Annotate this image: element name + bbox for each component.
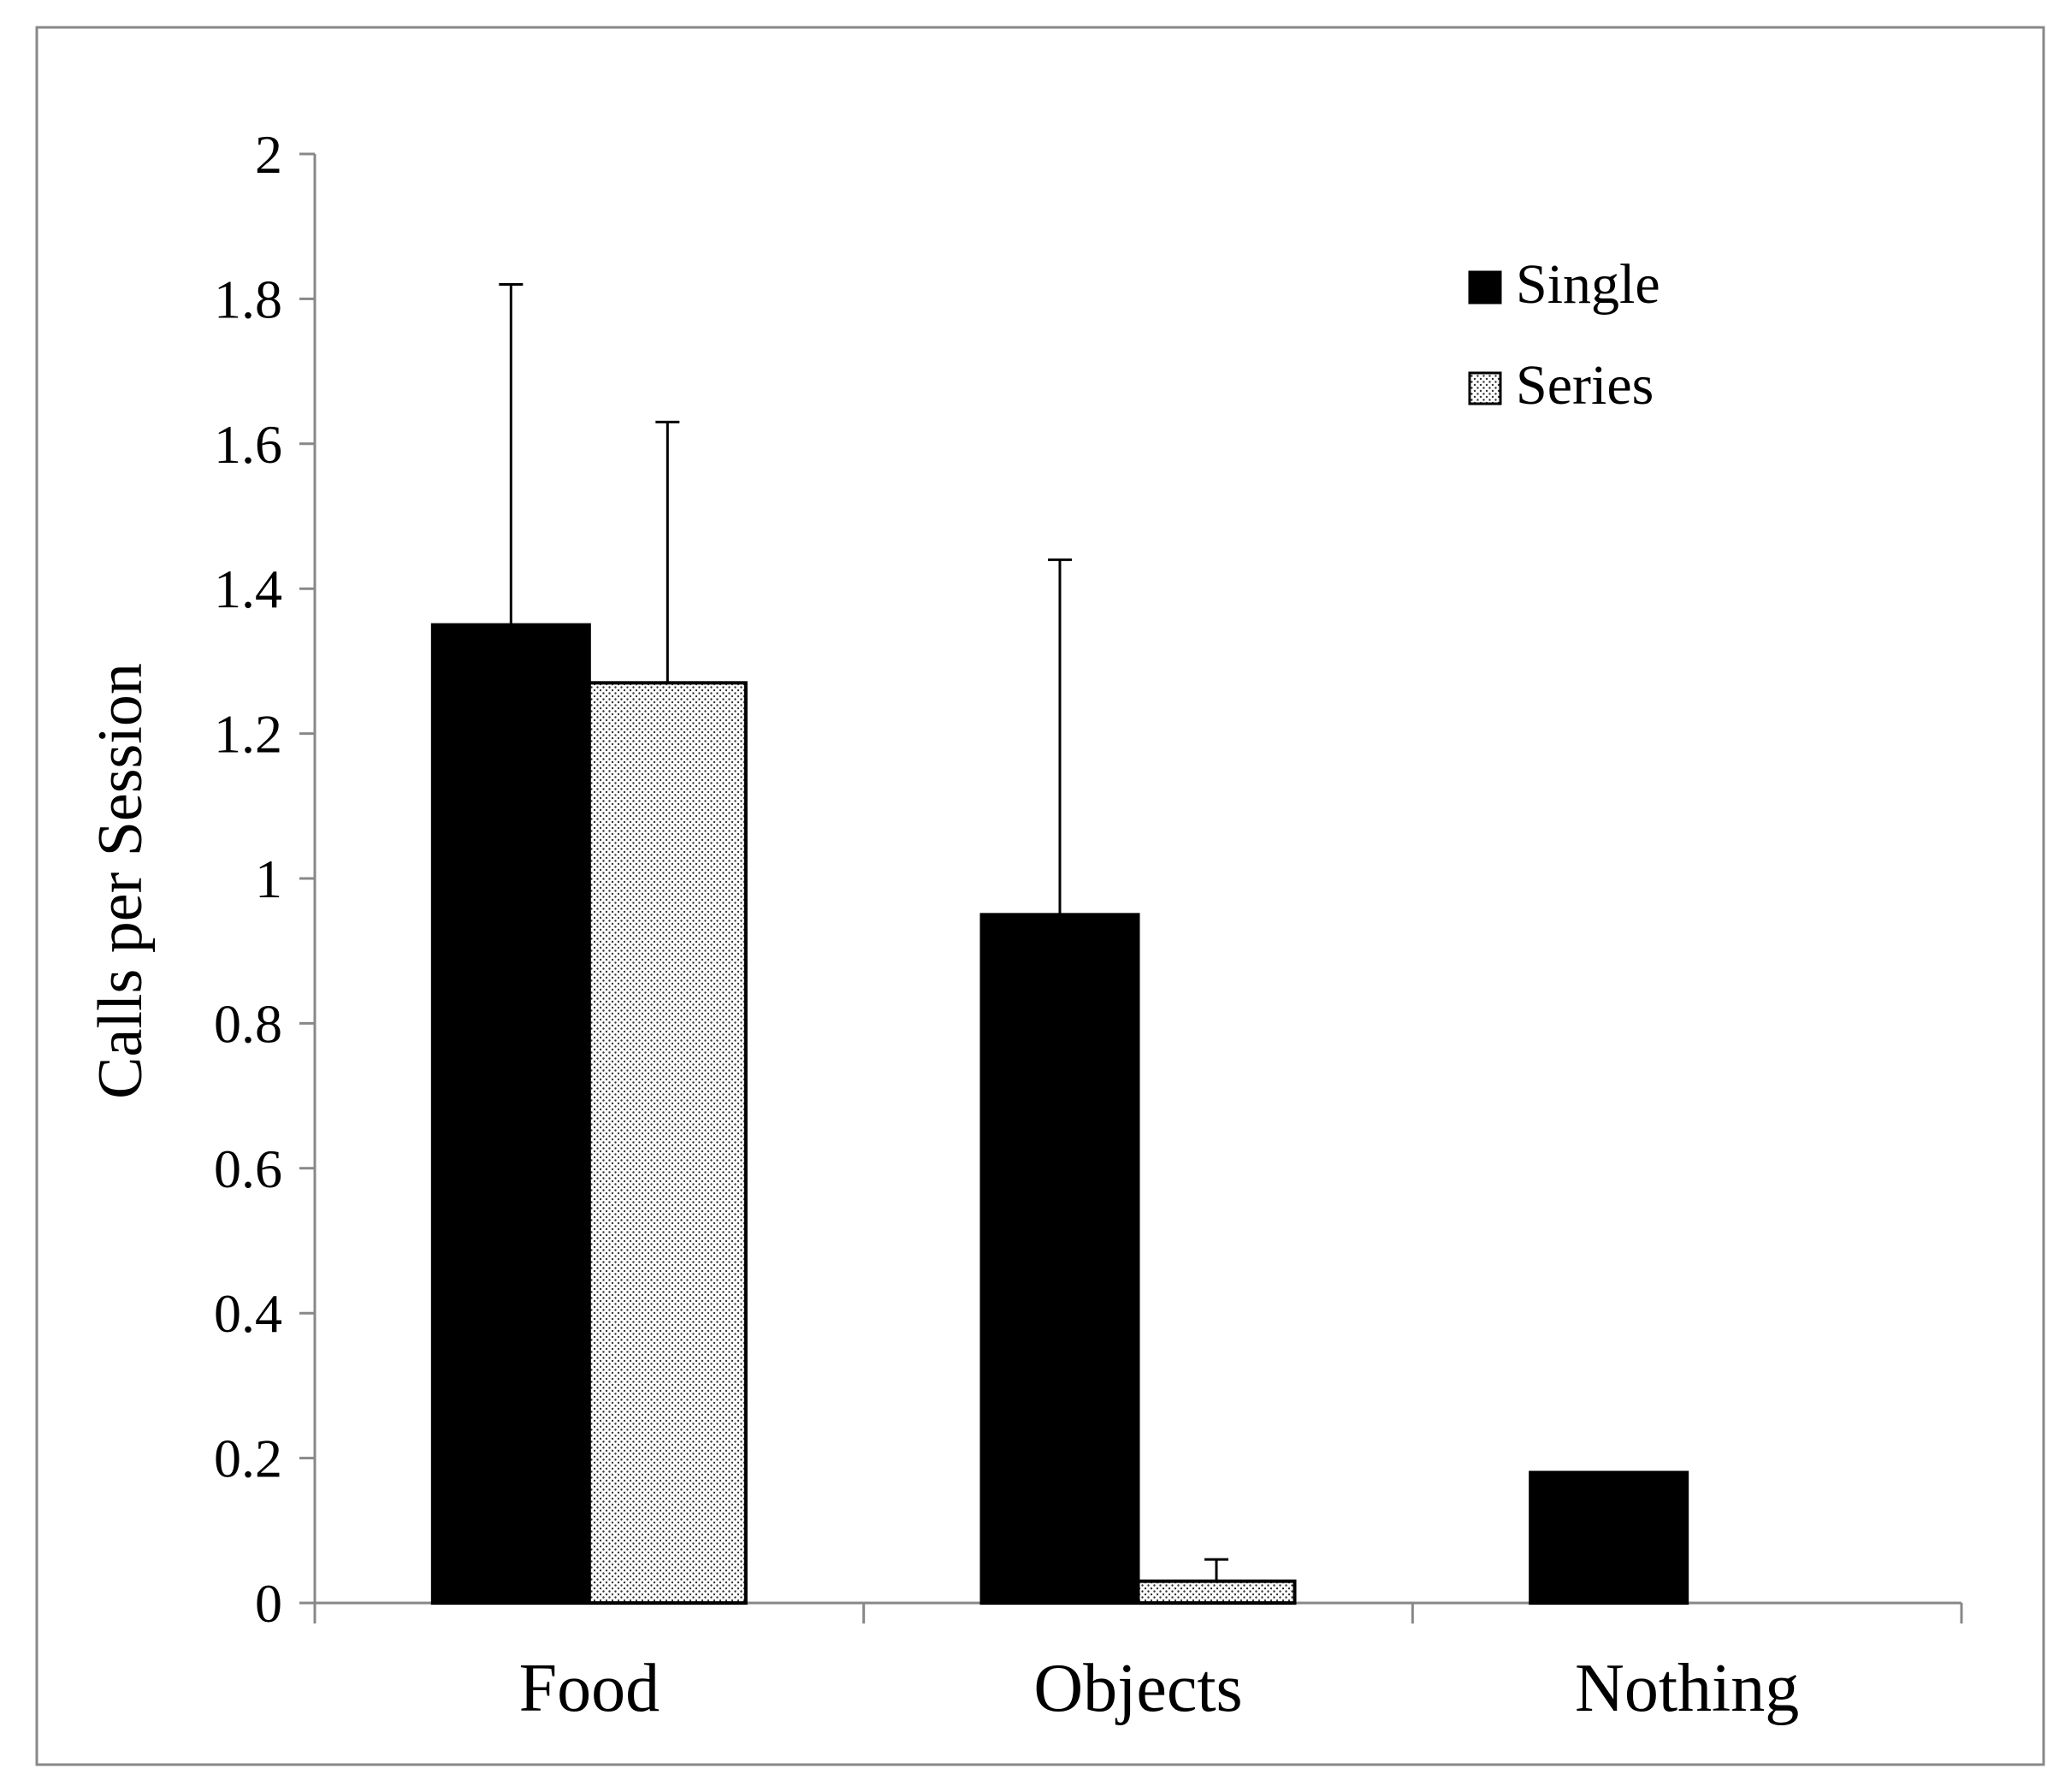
legend-label: Series	[1516, 354, 1654, 417]
y-tick-label: 1	[255, 849, 282, 909]
bar-single-food	[430, 623, 591, 1605]
legend-label: Single	[1516, 253, 1660, 316]
y-tick-label: 1.2	[214, 704, 282, 765]
y-tick-label: 0.8	[214, 993, 282, 1054]
y-tick-label: 1.8	[214, 269, 282, 329]
bar-single-nothing	[1529, 1470, 1689, 1606]
bar-series-objects	[1136, 1579, 1297, 1605]
y-tick-label: 1.6	[214, 414, 282, 475]
y-tick-label: 0.4	[214, 1283, 282, 1344]
y-tick-label: 0.2	[214, 1428, 282, 1489]
legend-swatch	[1468, 270, 1502, 305]
legend-swatch	[1468, 371, 1502, 405]
y-axis: 0 0.2 0.4 0.6 0.8 1 1.2 1.4 1.6 1.8 2	[214, 124, 317, 1634]
y-tick-label: 0	[255, 1573, 282, 1634]
y-tick-label: 2	[255, 124, 282, 185]
y-tick-label: 1.4	[214, 559, 282, 619]
bar-single-objects	[979, 913, 1140, 1605]
bars	[430, 623, 1689, 1606]
x-category-label: Nothing	[1575, 1651, 1799, 1726]
y-tick-label: 0.6	[214, 1138, 282, 1199]
x-category-label: Food	[519, 1651, 660, 1726]
error-bars	[499, 282, 1228, 1582]
legend: Single Series	[1468, 253, 1660, 417]
x-category-label: Objects	[1033, 1651, 1242, 1726]
bar-series-food	[587, 681, 748, 1605]
y-axis-title: Calls per Session	[86, 663, 156, 1099]
